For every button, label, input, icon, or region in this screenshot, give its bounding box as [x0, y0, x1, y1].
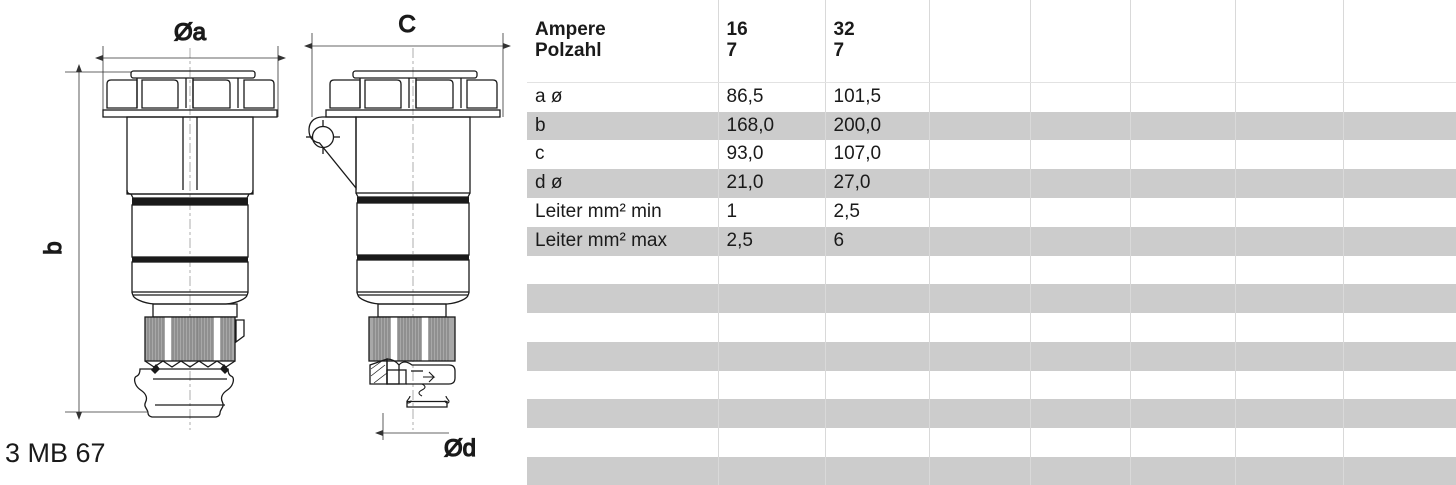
svg-text:Øa: Øa: [174, 19, 207, 46]
svg-text:b: b: [40, 241, 67, 254]
svg-text:Ød: Ød: [444, 435, 476, 462]
svg-text:C: C: [398, 11, 415, 38]
svg-text:3 MB 67: 3 MB 67: [5, 438, 106, 468]
